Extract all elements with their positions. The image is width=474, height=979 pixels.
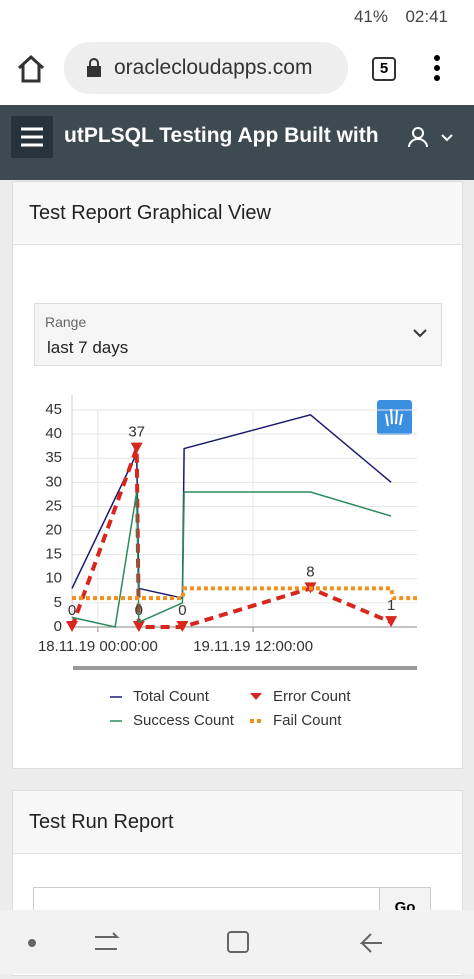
region-header: Test Run Report [13, 791, 462, 854]
data-label: 37 [128, 424, 145, 441]
marker [132, 621, 145, 632]
select-value: last 7 days [47, 338, 129, 357]
battery: 41% [353, 7, 388, 26]
data-label: 0 [68, 602, 76, 619]
y-tick-label: 25 [45, 497, 62, 514]
marker [385, 616, 398, 628]
y-tick-label: 10 [45, 570, 62, 587]
data-label: 8 [306, 563, 314, 580]
nav-bar [0, 910, 474, 974]
region-title: Test Run Report [29, 811, 174, 833]
nav-icons [28, 931, 382, 953]
series-line [70, 447, 392, 629]
menu-icon[interactable] [432, 54, 442, 84]
legend-label: Success Count [133, 712, 235, 729]
app-header: utPLSQL Testing App Built with [0, 105, 474, 180]
region-header: Test Report Graphical View [13, 182, 462, 245]
y-tick-label: 40 [45, 425, 62, 442]
y-tick-label: 0 [54, 618, 62, 635]
chevron [413, 329, 427, 338]
y-tick-label: 30 [45, 473, 62, 490]
nav-toggle[interactable] [11, 116, 53, 158]
series-line [71, 491, 392, 628]
pan-button[interactable] [377, 400, 412, 435]
chart-region: Test Report Graphical View Range last 7 … [12, 181, 463, 769]
x-tick-label: 19.11.19 12:00:00 [193, 638, 313, 655]
clock: 02:41 [405, 7, 448, 26]
marker [176, 621, 189, 632]
data-label: 0 [178, 602, 186, 619]
marker [130, 442, 143, 454]
hand-icon [385, 408, 403, 427]
legend-label: Fail Count [273, 712, 342, 729]
legend-label: Total Count [133, 688, 210, 705]
status-bar: 41% 02:41 [0, 0, 474, 32]
url: oraclecloudapps.com [114, 56, 313, 79]
select-label: Range [45, 314, 87, 330]
y-tick-label: 35 [45, 449, 62, 466]
y-tick-label: 15 [45, 546, 62, 563]
home-icon[interactable] [16, 54, 46, 84]
url-bar[interactable]: oraclecloudapps.com [64, 42, 348, 94]
scrollbar [73, 666, 417, 670]
y-tick-label: 5 [54, 594, 62, 611]
app-title: utPLSQL Testing App Built with [64, 124, 379, 147]
range-select[interactable]: Range last 7 days [34, 303, 442, 366]
data-label: 1 [387, 597, 395, 614]
region-title: Test Report Graphical View [29, 202, 271, 224]
series-line [72, 586, 417, 601]
legend-marker [250, 693, 262, 700]
y-tick-label: 45 [45, 401, 62, 418]
legend-label: Error Count [273, 688, 351, 705]
y-tick-label: 20 [45, 522, 62, 539]
tab-count[interactable]: 5 [372, 57, 396, 81]
marker [66, 621, 78, 632]
x-tick-label: 18.11.19 00:00:00 [38, 638, 158, 655]
lock-icon [87, 58, 101, 77]
user-menu[interactable] [406, 125, 458, 151]
browser-bar: oraclecloudapps.com 5 [0, 32, 474, 105]
